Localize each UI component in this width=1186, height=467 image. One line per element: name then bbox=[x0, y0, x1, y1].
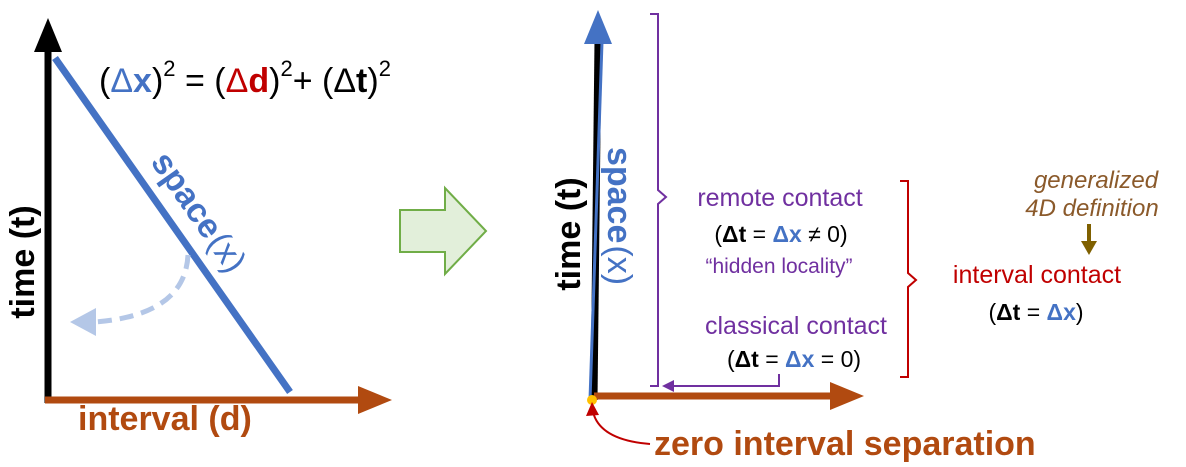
left-panel: (Δx)2 = (Δd)2+ (Δt)2 time (t) interval (… bbox=[4, 18, 392, 438]
remote-contact-bracket bbox=[650, 13, 668, 387]
rotation-dashed-arrowhead bbox=[70, 308, 96, 336]
right-arrow-icon bbox=[399, 185, 488, 277]
left-time-axis-arrowhead bbox=[34, 18, 62, 52]
rotation-dashed-arrow bbox=[94, 254, 191, 325]
remote-contact-equation: (Δt = Δx ≠ 0) bbox=[714, 221, 847, 247]
zero-interval-pointer bbox=[592, 411, 651, 445]
classical-contact-title: classical contact bbox=[705, 312, 887, 340]
classical-contact-pointer bbox=[672, 374, 780, 387]
origin-dot bbox=[587, 395, 597, 405]
interval-contact-bracket bbox=[900, 180, 918, 378]
remote-contact-title: remote contact bbox=[697, 184, 862, 212]
left-time-axis-label: time (t) bbox=[4, 205, 42, 318]
left-space-line bbox=[52, 55, 293, 395]
left-interval-axis-arrowhead bbox=[358, 386, 392, 414]
right-time-axis-label: time (t) bbox=[550, 177, 588, 290]
generalized-definition-line2: 4D definition bbox=[1025, 195, 1158, 222]
classical-contact-equation: (Δt = Δx = 0) bbox=[727, 346, 861, 372]
classical-contact-pointer-arrowhead bbox=[662, 380, 674, 392]
right-space-line bbox=[588, 41, 604, 401]
remote-contact-note: “hidden locality” bbox=[705, 255, 852, 278]
right-interval-axis-arrowhead bbox=[830, 382, 864, 410]
right-space-label: space(x) bbox=[600, 147, 638, 285]
down-arrow-icon bbox=[1081, 241, 1097, 255]
pythagorean-equation: (Δx)2 = (Δd)2+ (Δt)2 bbox=[99, 56, 391, 100]
zero-interval-label: zero interval separation bbox=[654, 425, 1036, 463]
zero-interval-pointer-arrowhead bbox=[586, 402, 599, 416]
left-interval-axis-label: interval (d) bbox=[78, 400, 252, 438]
right-time-axis-arrowhead bbox=[584, 10, 612, 44]
generalized-definition-line1: generalized bbox=[1034, 167, 1159, 194]
interval-contact-title: interval contact bbox=[953, 261, 1121, 289]
interval-contact-equation: (Δt = Δx) bbox=[988, 299, 1083, 325]
right-panel: time (t) space(x) remote contact (Δt = Δ… bbox=[550, 10, 1159, 463]
